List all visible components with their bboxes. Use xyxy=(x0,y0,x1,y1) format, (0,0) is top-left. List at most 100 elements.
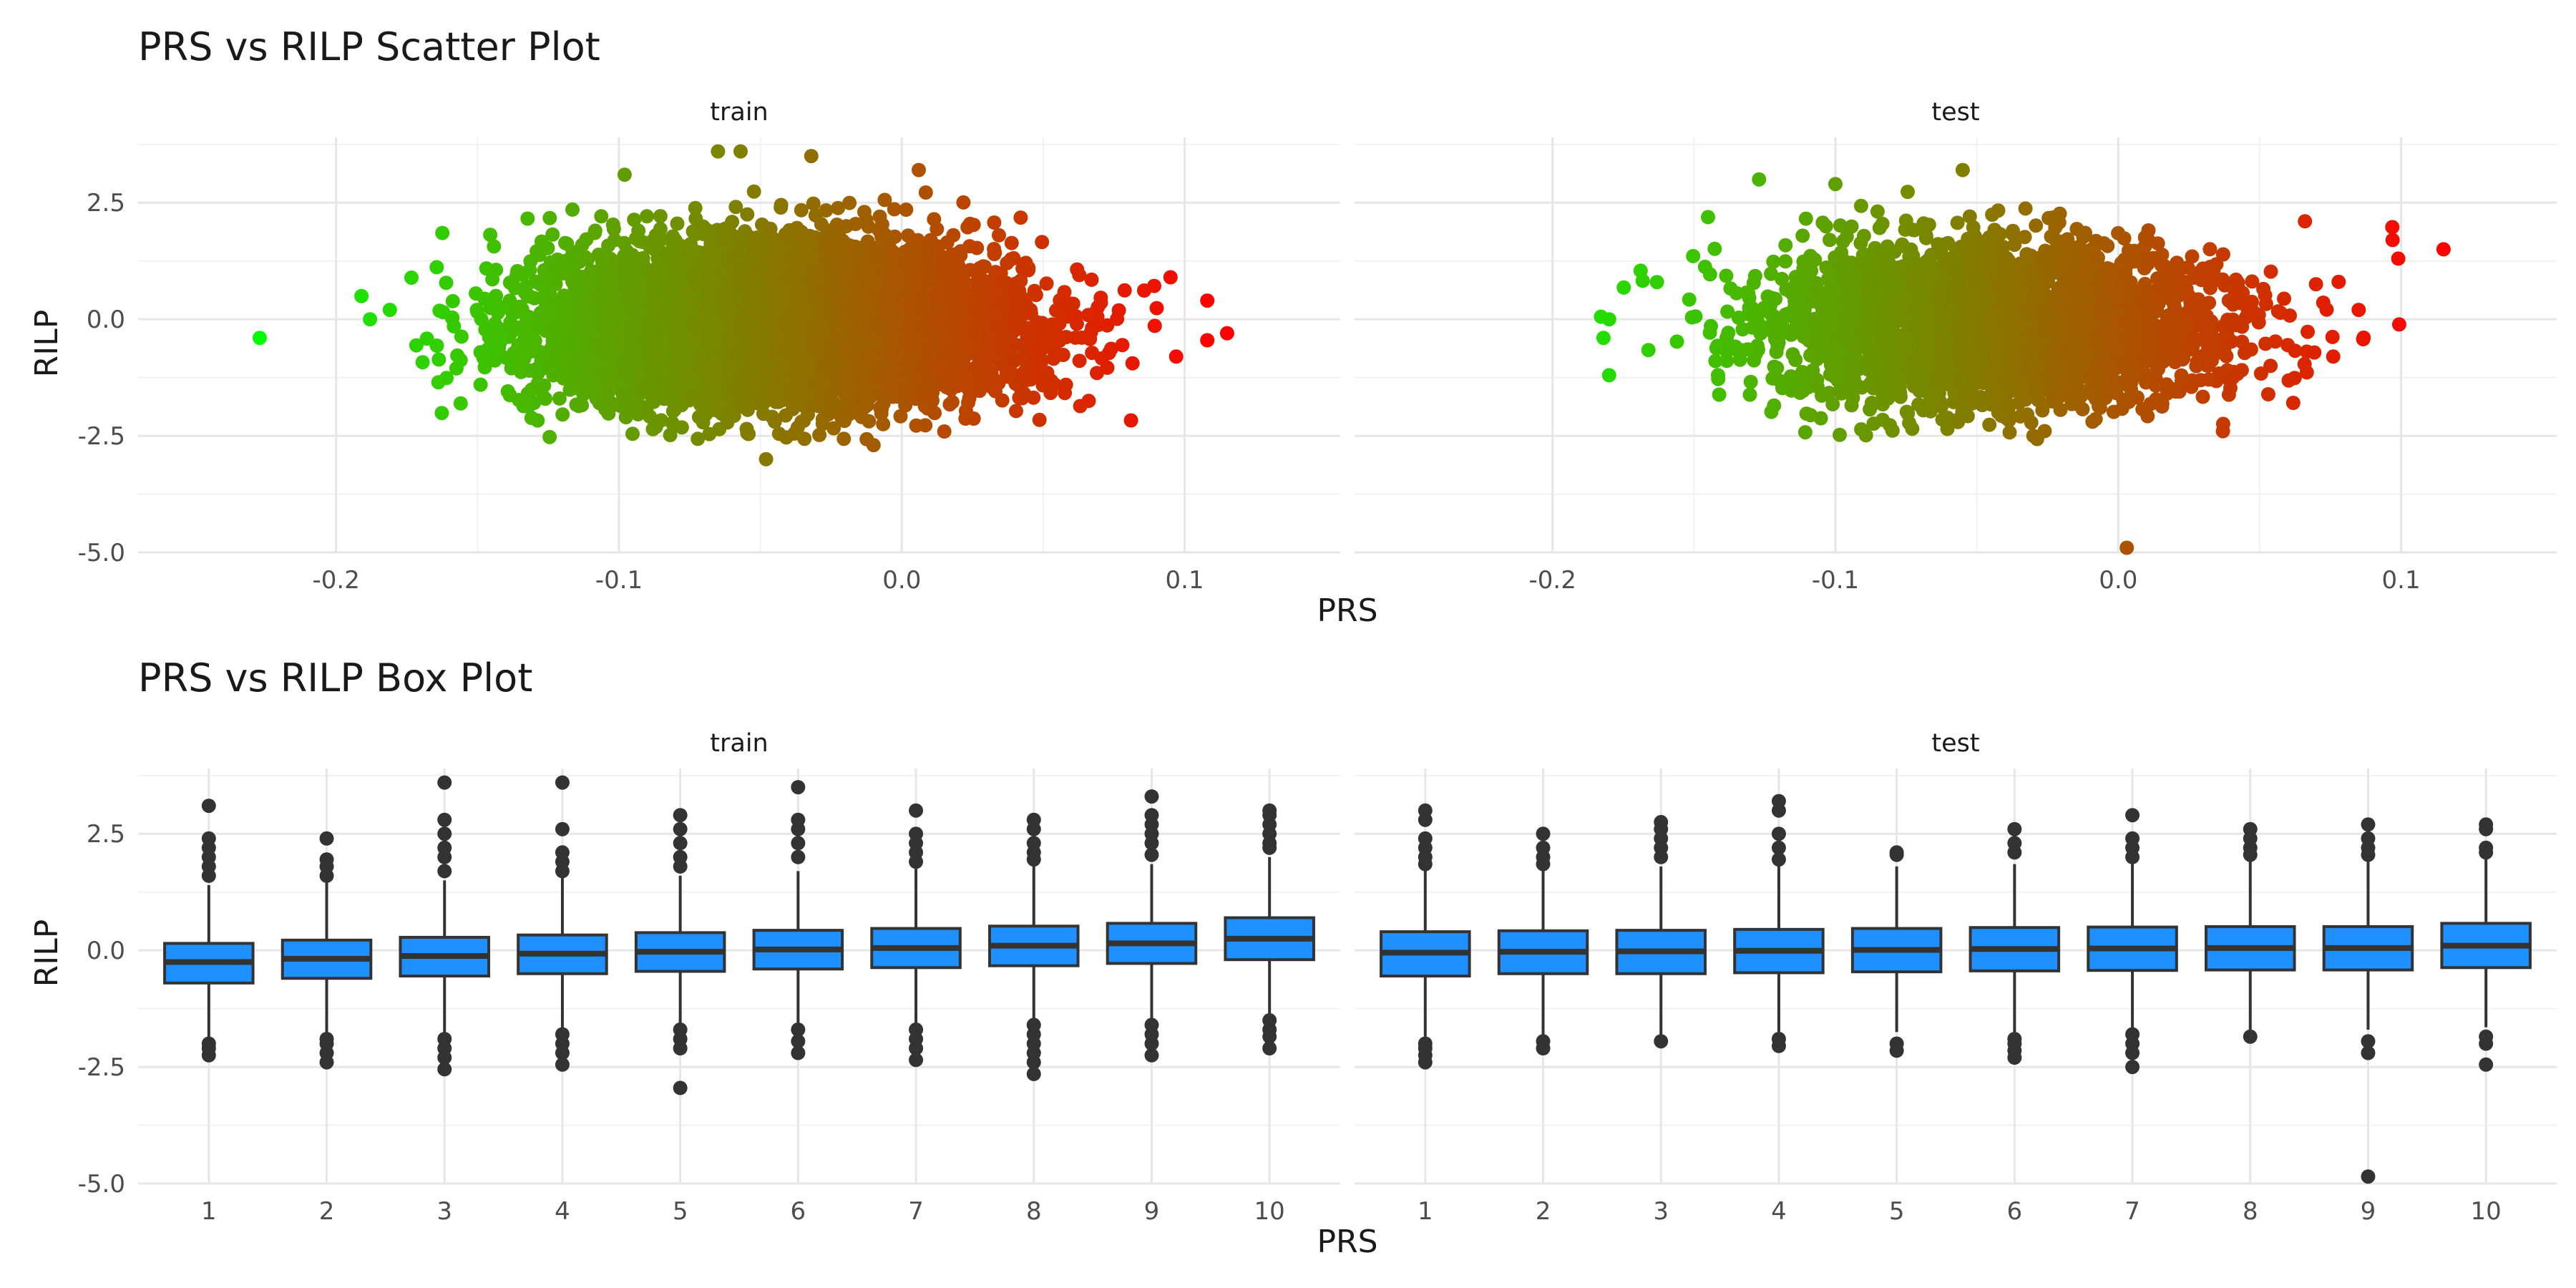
scatter-point xyxy=(691,431,706,447)
x-tick-label: -0.2 xyxy=(313,566,360,595)
scatter-y-axis-title: RILP xyxy=(29,310,65,378)
scatter-point xyxy=(1032,412,1047,427)
scatter-point xyxy=(1100,318,1115,333)
scatter-point xyxy=(449,361,464,376)
scatter-point xyxy=(831,200,846,215)
scatter-point xyxy=(1115,338,1130,353)
scatter-point xyxy=(987,215,1002,230)
scatter-panel-train: -5.0-2.50.02.5-0.2 -0.1 0.0 0.1 xyxy=(78,137,1340,595)
scatter-point xyxy=(434,406,449,421)
scatter-point xyxy=(956,195,971,210)
scatter-point xyxy=(569,397,584,412)
scatter-point xyxy=(763,221,778,236)
scatter-point xyxy=(450,348,465,363)
scatter-point xyxy=(667,402,682,417)
scatter-point xyxy=(1000,255,1015,270)
x-tick-label: 0.1 xyxy=(1166,566,1204,595)
scatter-point xyxy=(746,184,761,199)
scatter-point xyxy=(542,210,557,225)
scatter-point xyxy=(439,275,454,291)
scatter-point xyxy=(966,218,981,233)
scatter-point xyxy=(1080,308,1096,323)
scatter-point xyxy=(774,197,789,213)
scatter-point xyxy=(985,380,1000,394)
scatter-point xyxy=(797,399,811,414)
scatter-point xyxy=(779,408,793,423)
scatter-point xyxy=(1068,330,1083,345)
scatter-point xyxy=(1137,283,1151,298)
scatter-point xyxy=(453,396,468,411)
scatter-point xyxy=(1004,235,1019,250)
scatter-point xyxy=(702,426,717,441)
scatter-point xyxy=(404,270,419,285)
scatter-point xyxy=(923,233,938,248)
scatter-point xyxy=(857,205,872,220)
y-tick-label: -5.0 xyxy=(78,539,125,567)
scatter-point xyxy=(653,209,668,224)
scatter-point xyxy=(558,235,572,250)
scatter-point xyxy=(625,426,640,441)
scatter-point xyxy=(1147,318,1162,333)
scatter-point xyxy=(1125,356,1140,371)
scatter-point xyxy=(918,185,933,200)
y-tick-label: 2.5 xyxy=(87,189,125,218)
scatter-point xyxy=(663,428,678,442)
scatter-point xyxy=(836,431,852,447)
scatter-point xyxy=(555,407,570,422)
scatter-point xyxy=(1081,394,1096,409)
scatter-point xyxy=(814,217,829,232)
scatter-point xyxy=(927,212,942,227)
scatter-point xyxy=(1031,367,1046,382)
scatter-point xyxy=(435,225,450,240)
scatter-point xyxy=(536,389,551,404)
scatter-point xyxy=(429,260,444,275)
scatter-point xyxy=(918,418,933,433)
scatter-x-axis-title: PRS xyxy=(1317,592,1377,629)
scatter-point xyxy=(1069,316,1084,331)
scatter-point xyxy=(552,391,567,406)
scatter-point xyxy=(942,397,957,412)
scatter-point xyxy=(1111,303,1126,318)
scatter-point xyxy=(722,406,737,421)
scatter-point xyxy=(877,192,892,208)
scatter-point xyxy=(534,234,549,249)
scatter-point xyxy=(627,213,642,228)
scatter-point xyxy=(1101,346,1116,361)
scatter-point xyxy=(1123,413,1138,428)
scatter-point xyxy=(718,221,733,236)
scatter-point xyxy=(445,293,460,308)
scatter-point xyxy=(1149,301,1164,316)
scatter-strip-train: train xyxy=(710,98,768,127)
scatter-point xyxy=(1013,210,1028,225)
scatter-point xyxy=(500,384,515,399)
scatter-strip-test: test xyxy=(1931,98,1979,127)
scatter-point xyxy=(454,329,469,344)
scatter-point xyxy=(640,209,654,224)
scatter-point xyxy=(992,228,1006,243)
scatter-point xyxy=(643,409,658,424)
scatter-point xyxy=(545,227,560,242)
scatter-point xyxy=(819,203,834,218)
scatter-point xyxy=(565,202,580,217)
scatter-point xyxy=(1043,386,1058,401)
scatter-point xyxy=(431,352,447,367)
scatter-point xyxy=(970,240,985,255)
scatter-point xyxy=(1009,404,1023,419)
scatter-point xyxy=(473,377,488,392)
x-tick-label: 0.0 xyxy=(882,566,921,595)
scatter-point xyxy=(520,211,535,226)
scatter-point xyxy=(854,409,869,424)
scatter-point xyxy=(794,203,809,218)
scatter-point xyxy=(930,245,945,260)
scatter-point xyxy=(617,253,632,268)
scatter-point xyxy=(848,217,863,231)
y-tick-label: -2.5 xyxy=(78,422,125,451)
scatter-point xyxy=(1012,390,1027,405)
scatter-point xyxy=(409,338,424,353)
scatter-title: PRS vs RILP Scatter Plot xyxy=(138,24,600,69)
y-tick-label: 0.0 xyxy=(87,306,125,334)
scatter-point xyxy=(542,429,557,444)
scatter-point xyxy=(645,421,660,436)
scatter-point xyxy=(631,223,646,238)
